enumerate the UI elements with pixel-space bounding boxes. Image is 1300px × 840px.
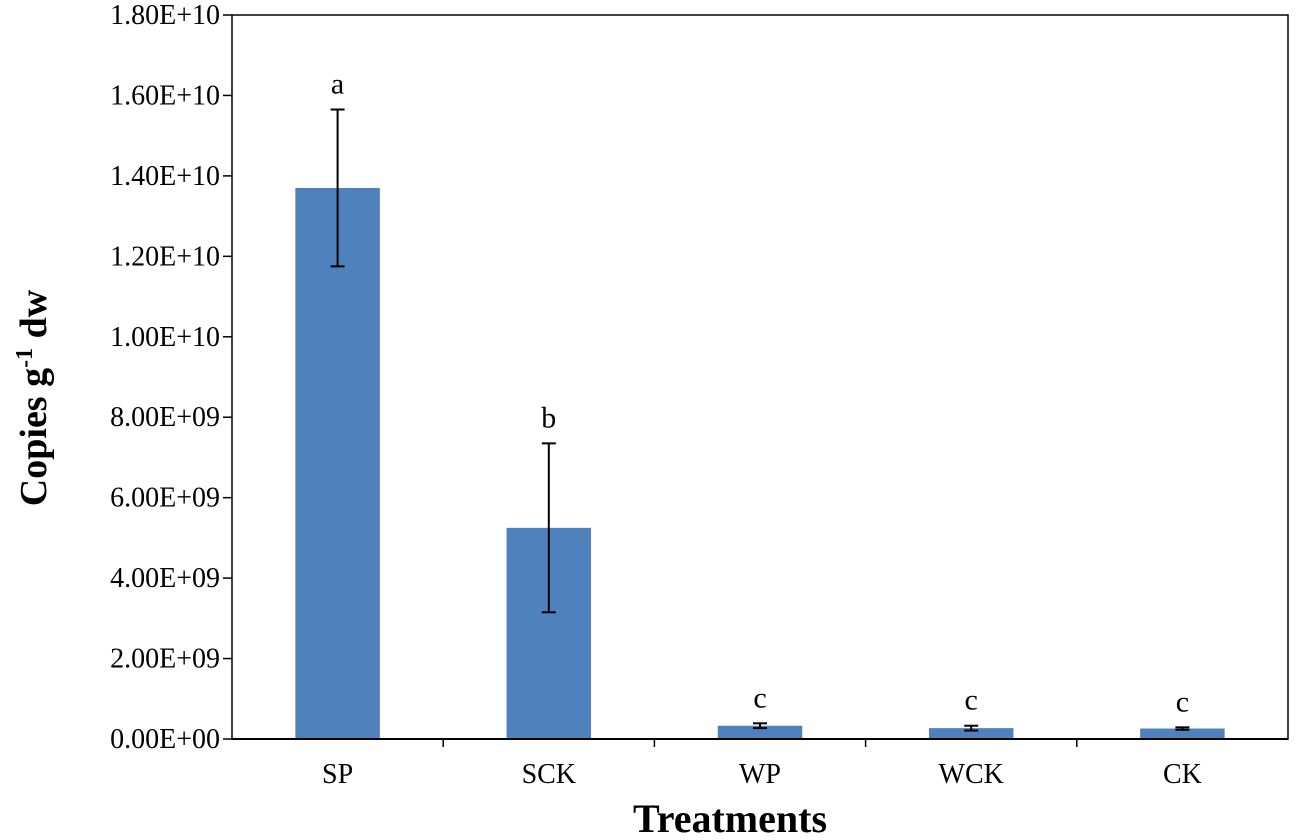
- plot-border: [231, 14, 1289, 740]
- y-axis: 0.00E+00 2.00E+09 4.00E+09 6.00E+09 8.00E+09…: [110, 0, 232, 755]
- y-axis-title-unit: dw: [13, 289, 55, 348]
- bar-wp: [717, 725, 803, 739]
- x-category-label: CK: [1163, 759, 1202, 790]
- bars: [295, 187, 1225, 739]
- x-axis: SP SCK WP WCK CK: [232, 738, 1288, 790]
- significance-label-sp: a: [331, 68, 344, 101]
- y-tick-label: 0.00E+00: [110, 724, 220, 755]
- y-tick-label: 1.60E+10: [110, 80, 220, 111]
- significance-label-wp: c: [753, 681, 766, 714]
- significance-label-ck: c: [1176, 685, 1189, 718]
- significance-label-wck: c: [965, 684, 978, 717]
- plot-frame: [231, 14, 1289, 740]
- bar-wck: [928, 728, 1014, 739]
- y-tick-label: 1.40E+10: [110, 161, 220, 192]
- y-axis-title-superscript: -1: [12, 348, 38, 368]
- x-category-label: WP: [739, 759, 781, 790]
- y-tick-label: 1.00E+10: [110, 322, 220, 353]
- x-axis-title: Treatments: [633, 796, 827, 840]
- y-tick-label: 8.00E+09: [110, 402, 220, 433]
- x-category-label: SP: [322, 759, 353, 790]
- y-tick-label: 1.20E+10: [110, 241, 220, 272]
- y-tick-label: 6.00E+09: [110, 483, 220, 514]
- bar-sp: [295, 187, 380, 739]
- significance-label-sck: b: [541, 401, 556, 434]
- y-tick-label: 4.00E+09: [110, 563, 220, 594]
- error-bars: [330, 108, 1190, 732]
- y-tick-label: 2.00E+09: [110, 644, 220, 675]
- x-category-label: WCK: [939, 759, 1004, 790]
- significance-labels: a b c c c: [331, 68, 1189, 719]
- y-axis-title-main: Copies g: [13, 368, 55, 506]
- x-category-label: SCK: [522, 759, 576, 790]
- y-tick-label: 1.80E+10: [110, 0, 220, 31]
- y-axis-title: Copies g-1 dw: [12, 289, 55, 506]
- bar-ck: [1140, 728, 1225, 739]
